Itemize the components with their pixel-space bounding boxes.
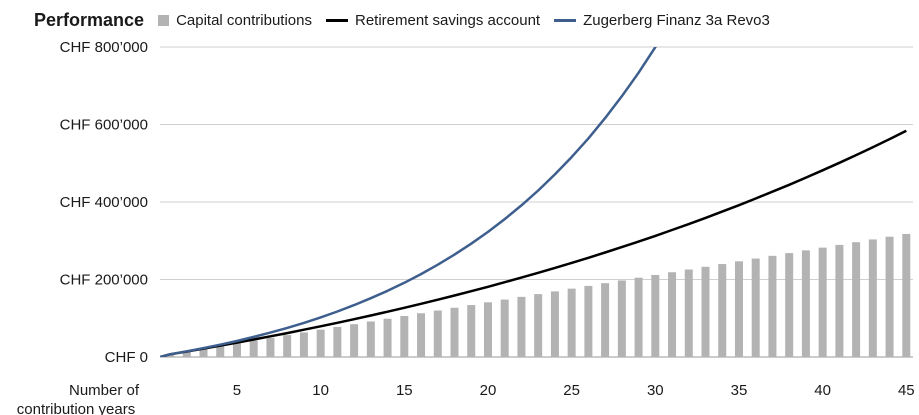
chart-title: Performance <box>34 9 145 30</box>
bar-capital-contribution <box>818 247 827 357</box>
bar-capital-contribution <box>751 258 760 357</box>
bar-capital-contribution <box>283 335 292 357</box>
bar-capital-contribution <box>467 305 476 357</box>
bar-capital-contribution <box>400 315 409 357</box>
bar-capital-contribution <box>801 250 810 357</box>
bar-capital-contribution <box>785 253 794 357</box>
bar-capital-contribution <box>316 329 325 357</box>
bar-capital-contribution <box>567 288 576 357</box>
legend-label-retirement-savings: Retirement savings account <box>354 11 541 29</box>
bar-capital-contribution <box>701 266 710 357</box>
bar-capital-contribution <box>216 346 225 357</box>
bar-capital-contribution <box>166 354 175 357</box>
bar-capital-contribution <box>182 351 191 357</box>
x-tick-label: 20 <box>480 382 497 399</box>
x-axis-label-line: Number of <box>69 382 140 399</box>
bar-capital-contribution <box>350 324 359 357</box>
bar-capital-contribution <box>517 296 526 357</box>
bar-capital-contribution <box>483 302 492 357</box>
chart-legend: Performance Capital contributions Retire… <box>34 9 770 31</box>
bar-capital-contribution <box>835 244 844 357</box>
x-tick-label: 10 <box>312 382 329 399</box>
x-axis-label-line: contribution years <box>17 401 135 415</box>
legend-item-zugerberg: Zugerberg Finanz 3a Revo3 <box>554 12 770 29</box>
bar-capital-contribution <box>768 255 777 357</box>
x-axis-label: Number of contribution years <box>17 382 140 415</box>
series-line-2 <box>160 47 657 357</box>
bar-capital-contribution <box>299 332 308 357</box>
bar-capital-contribution <box>232 343 241 357</box>
bar-capital-contribution <box>383 318 392 357</box>
legend-item-capital-contributions: Capital contributions <box>158 12 312 29</box>
bar-capital-contribution <box>684 269 693 357</box>
bar-series <box>166 233 911 357</box>
y-tick-label: CHF 800’000 <box>60 39 148 56</box>
bar-capital-contribution <box>617 280 626 357</box>
bar-capital-contribution <box>734 261 743 357</box>
y-tick-label: CHF 200’000 <box>60 272 148 289</box>
y-tick-label: CHF 0 <box>105 349 148 366</box>
legend-swatch-bar-icon <box>158 14 170 26</box>
legend-item-retirement-savings: Retirement savings account <box>325 11 541 29</box>
line-series <box>160 47 907 357</box>
x-tick-label: 35 <box>731 382 748 399</box>
bar-capital-contribution <box>634 277 643 357</box>
y-tick-label: CHF 600’000 <box>60 117 148 134</box>
bar-capital-contribution <box>266 337 275 357</box>
bar-capital-contribution <box>902 233 911 357</box>
x-tick-label: 5 <box>233 382 241 399</box>
x-tick-label: 15 <box>396 382 413 399</box>
bar-capital-contribution <box>450 307 459 357</box>
x-tick-label: 45 <box>898 382 915 399</box>
bar-capital-contribution <box>500 299 509 357</box>
bar-capital-contribution <box>249 340 258 357</box>
bar-capital-contribution <box>584 285 593 357</box>
bar-capital-contribution <box>868 239 877 357</box>
series-line-1 <box>160 129 907 357</box>
bar-capital-contribution <box>366 321 375 357</box>
x-tick-label: 30 <box>647 382 664 399</box>
legend-swatch-line-icon <box>325 18 348 22</box>
bar-capital-contribution <box>550 291 559 357</box>
legend-swatch-line-icon <box>554 18 577 22</box>
bar-capital-contribution <box>199 348 208 357</box>
y-tick-label: CHF 400’000 <box>60 194 148 211</box>
x-axis-ticks: 5 10 15 20 25 30 35 40 45 <box>233 382 915 399</box>
bar-capital-contribution <box>534 294 543 357</box>
bar-capital-contribution <box>885 236 894 357</box>
bar-capital-contribution <box>651 274 660 357</box>
bar-capital-contribution <box>433 310 442 357</box>
bar-capital-contribution <box>668 272 677 357</box>
y-axis-ticks: CHF 0 CHF 200’000 CHF 400’000 CHF 600’000 CH… <box>60 39 148 366</box>
x-tick-label: 40 <box>814 382 831 399</box>
bar-capital-contribution <box>718 264 727 357</box>
bar-capital-contribution <box>333 326 342 357</box>
bar-capital-contribution <box>852 242 861 357</box>
bar-capital-contribution <box>601 283 610 357</box>
x-tick-label: 25 <box>563 382 580 399</box>
legend-label-capital-contributions: Capital contributions <box>176 11 312 29</box>
legend-label-zugerberg: Zugerberg Finanz 3a Revo3 <box>583 11 770 29</box>
bar-capital-contribution <box>417 313 426 357</box>
